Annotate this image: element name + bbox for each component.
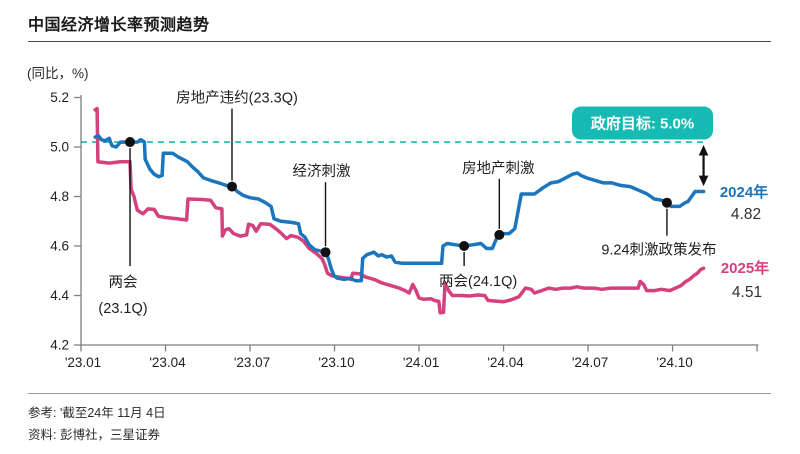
series-end-value-2025年: 4.51: [732, 284, 762, 301]
annotation-label-sept24-stimulus: 9.24刺激政策发布: [601, 242, 716, 259]
x-tick-label: '23.04: [149, 355, 186, 370]
x-tick-label: '23.10: [318, 355, 354, 370]
footnote-reference: 参考: '截至24年 11月 4日: [28, 406, 166, 420]
annotation-label-economic-stimulus: 经济刺激: [293, 163, 351, 180]
annotation-dot-lianghui-23: [125, 137, 136, 148]
annotation-dot-lianghui-24: [459, 241, 470, 251]
series-end-label-2024年: 2024年: [720, 183, 768, 201]
footnote-source: 资料: 彭博社，三星证券: [28, 428, 160, 442]
title-divider: [28, 41, 771, 42]
series-line-2025年: [93, 106, 706, 315]
y-tick-label: 5.0: [50, 140, 69, 155]
annotation-label-lianghui-23: 两会: [109, 274, 138, 291]
annotation-label-property-default: 房地产违约(23.3Q): [176, 90, 298, 107]
annotation-dot-sept24-stimulus: [661, 197, 672, 208]
x-tick-label: '24.10: [656, 355, 692, 370]
y-tick-label: 4.8: [50, 189, 69, 204]
x-tick-label: '24.01: [403, 355, 439, 370]
annotation-label-property-stimulus: 房地产刺激: [462, 160, 535, 177]
annotation-label-lianghui-24: 两会(24.1Q): [439, 273, 517, 290]
y-axis-unit-label: (同比，%): [27, 66, 89, 81]
y-tick-label: 4.2: [50, 338, 69, 353]
gap-arrow-head-up: [698, 145, 709, 156]
annotation-dot-property-default: [226, 181, 237, 192]
target-badge-label: 政府目标: 5.0%: [591, 115, 694, 133]
annotation-dot-property-stimulus: [494, 229, 505, 240]
annotation-label-lianghui-23: (23.1Q): [98, 301, 147, 317]
y-tick-label: 5.2: [50, 90, 69, 105]
gap-arrow-head-down: [698, 175, 709, 187]
y-tick-label: 4.6: [50, 239, 69, 254]
x-tick-label: '23.01: [65, 355, 101, 370]
x-tick-label: '24.07: [572, 355, 608, 370]
page-title: 中国经济增长率预测趋势: [28, 17, 210, 34]
series-end-label-2025年: 2025年: [721, 259, 769, 277]
footer-divider: [28, 393, 771, 394]
y-tick-label: 4.4: [50, 288, 69, 303]
series-end-value-2024年: 4.82: [731, 206, 761, 223]
series-line-2024年: [93, 134, 706, 283]
x-tick-label: '23.07: [234, 355, 270, 370]
annotation-dot-economic-stimulus: [320, 247, 331, 258]
target-badge: [572, 106, 713, 140]
x-tick-label: '24.04: [487, 355, 524, 370]
